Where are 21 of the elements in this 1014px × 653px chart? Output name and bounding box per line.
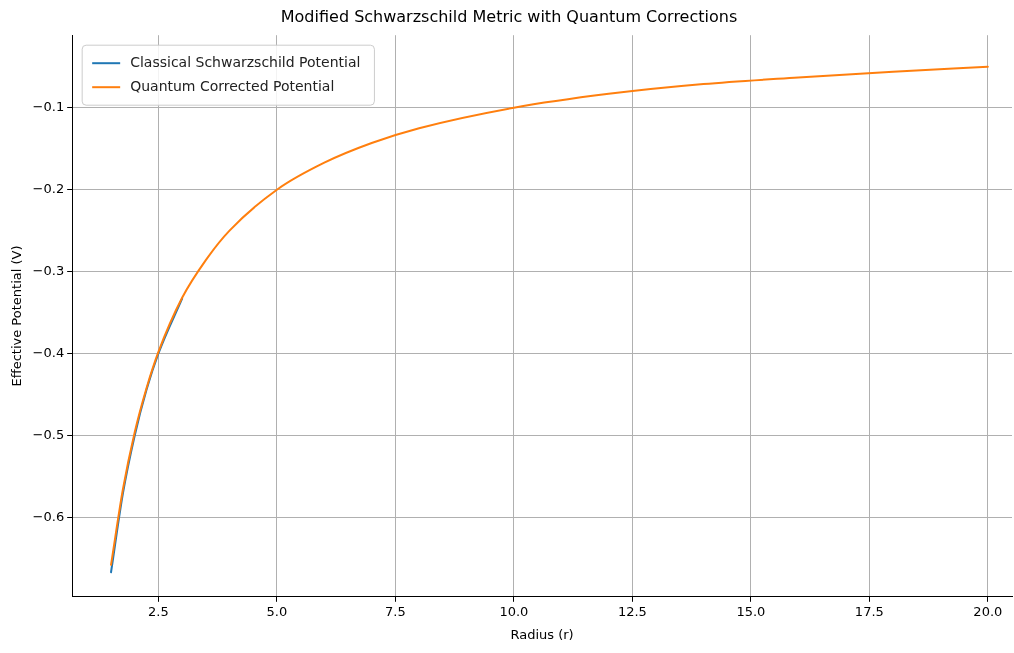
x-tick-label: 2.5 [148,603,169,619]
x-tick-label: 15.0 [736,603,766,619]
line-series [110,65,989,566]
x-tick-label: 10.0 [499,603,529,619]
x-tick-label: 12.5 [617,603,647,619]
y-axis-title: Effective Potential (V) [9,245,25,387]
y-tick-label: −0.6 [32,508,65,524]
y-tick-label: −0.5 [32,426,65,442]
y-tick-label: −0.2 [32,181,65,197]
chart-title: Modified Schwarzschild Metric with Quantum Corrections [280,6,738,26]
x-tick-label: 5.0 [266,603,288,619]
y-tick-label: −0.3 [32,262,65,278]
y-tick-label: −0.4 [32,344,65,360]
x-tick-label: 20.0 [973,603,1003,619]
legend-label: Quantum Corrected Potential [130,77,335,94]
x-tick-label: 17.5 [854,603,884,619]
line-series [110,297,184,574]
legend-label: Classical Schwarzschild Potential [130,53,361,70]
x-tick-label: 7.5 [385,603,406,619]
x-axis-title: Radius (r) [510,626,574,642]
y-tick-label: −0.1 [32,99,65,115]
